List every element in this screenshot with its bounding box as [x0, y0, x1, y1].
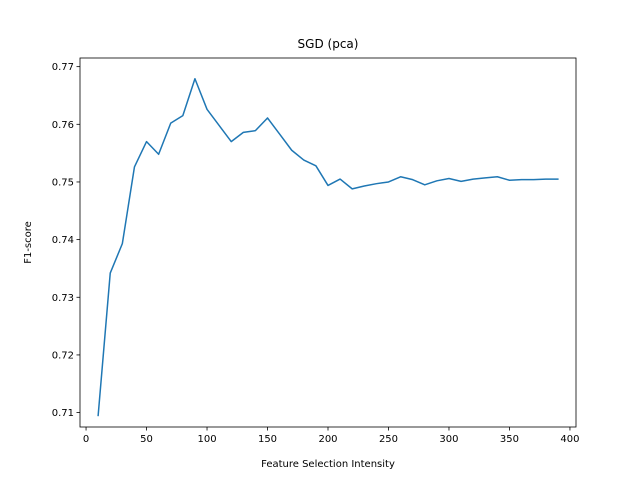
x-tick-label: 200: [318, 434, 337, 445]
y-tick-label: 0.72: [52, 350, 74, 361]
chart-title: SGD (pca): [298, 37, 359, 51]
x-tick-label: 0: [83, 434, 89, 445]
series-line-0: [97, 78, 559, 417]
x-tick-label: 100: [197, 434, 216, 445]
x-tick-label: 350: [500, 434, 519, 445]
y-tick-label: 0.77: [52, 62, 74, 73]
plot-area: 0 50 100 150 200 250 300 350 400 0.71 0.72 0.73 0.74…: [52, 62, 580, 445]
x-tick-label: 150: [258, 434, 277, 445]
x-tick-label: 50: [140, 434, 153, 445]
x-tick-label: 400: [560, 434, 579, 445]
x-axis-label: Feature Selection Intensity: [261, 459, 395, 470]
y-tick-label: 0.76: [52, 120, 74, 131]
x-tick-label: 300: [439, 434, 458, 445]
y-tick-label: 0.71: [52, 408, 74, 419]
x-tick-label: 250: [379, 434, 398, 445]
y-tick-label: 0.74: [52, 235, 74, 246]
y-axis-label: F1-score: [23, 221, 34, 264]
y-tick-label: 0.75: [52, 177, 74, 188]
axes-frame: [79, 57, 577, 428]
y-tick-label: 0.73: [52, 293, 74, 304]
